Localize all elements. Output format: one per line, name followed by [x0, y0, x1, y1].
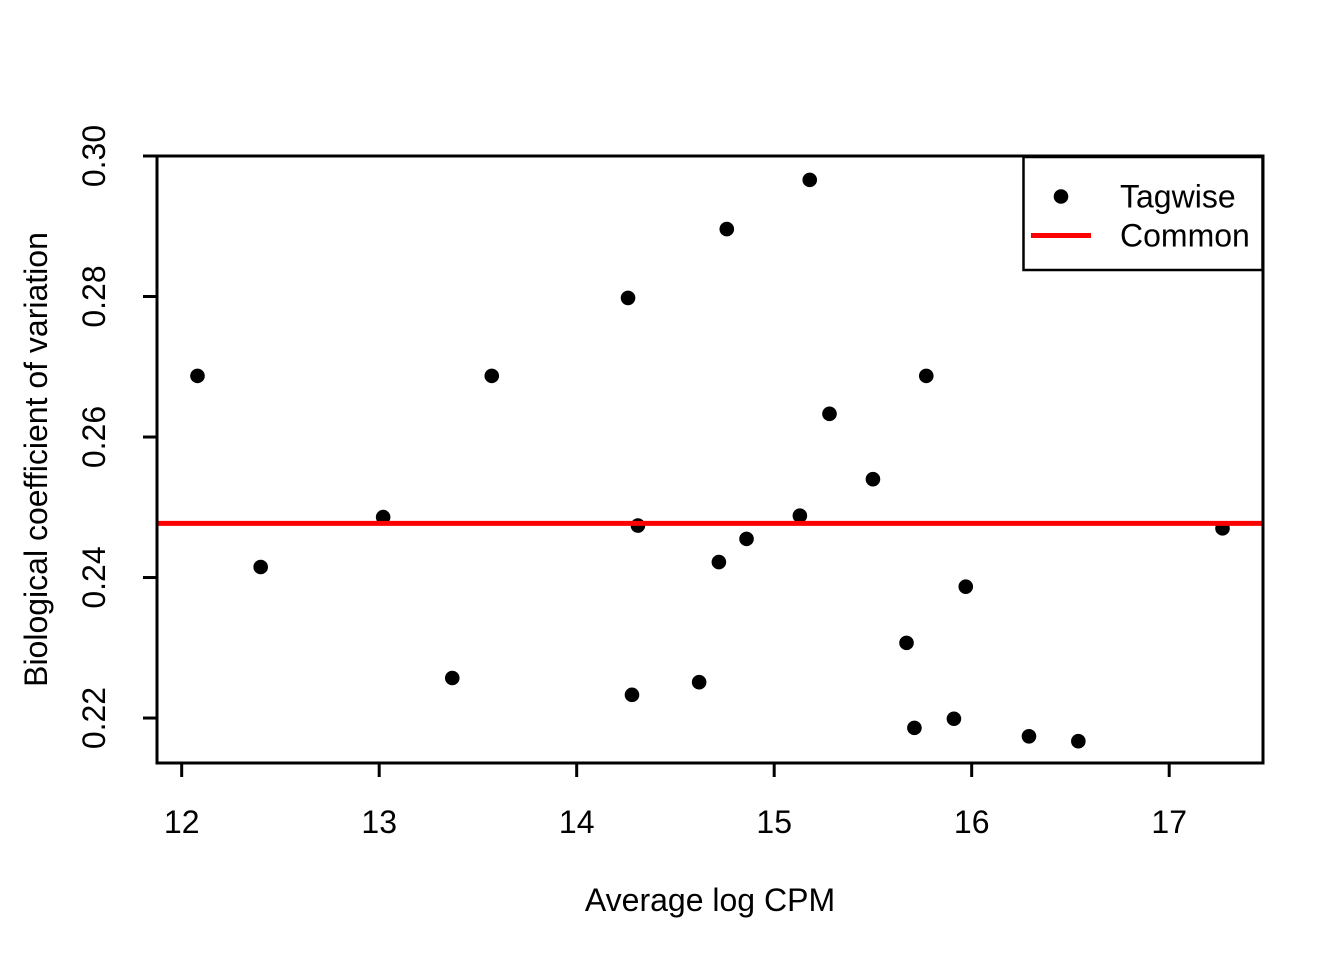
y-axis-title: Biological coefficient of variation: [18, 232, 54, 687]
scatter-point: [190, 368, 205, 384]
plot-box: [155, 154, 1265, 765]
scatter-point: [792, 508, 808, 524]
legend-marker-point: [1053, 189, 1069, 204]
scatter-point: [620, 290, 636, 306]
scatter-point: [958, 579, 974, 594]
y-axis-tick-label: 0.30: [76, 125, 112, 187]
scatter-point: [946, 711, 962, 727]
legend-box: [1022, 155, 1264, 272]
scatter-point: [253, 559, 268, 575]
x-axis-tick-label: 16: [954, 804, 990, 840]
scatter-point: [624, 687, 640, 703]
y-axis-tick-label: 0.22: [76, 687, 112, 749]
scatter-point: [907, 720, 922, 736]
y-axis-tick-label: 0.28: [76, 265, 112, 327]
x-axis-tick-label: 17: [1151, 804, 1187, 840]
x-axis-tick-label: 12: [164, 804, 200, 840]
x-axis-tick-label: 15: [756, 804, 792, 840]
y-axis-tick-label: 0.26: [76, 406, 112, 468]
x-axis-tick-label: 14: [559, 804, 595, 840]
y-axis-tick-label: 0.24: [76, 546, 112, 608]
scatter-point: [899, 635, 914, 651]
x-axis-tick-label: 13: [361, 804, 397, 840]
x-axis-title: Average log CPM: [585, 882, 835, 918]
scatter-point: [802, 172, 818, 188]
scatter-point: [1071, 733, 1086, 749]
scatter-point: [484, 368, 500, 384]
scatter-point: [444, 670, 460, 686]
scatter-point: [719, 221, 735, 237]
scatter-point: [918, 368, 934, 384]
scatter-point: [865, 471, 881, 487]
scatter-point: [822, 406, 837, 422]
scatter-point: [1021, 729, 1037, 744]
legend-label-tagwise: Tagwise: [1120, 179, 1236, 215]
legend-label-common: Common: [1120, 218, 1250, 254]
scatter-point: [739, 531, 754, 547]
scatter-point: [711, 554, 727, 570]
scatter-point: [691, 674, 707, 690]
scatter-point: [375, 509, 391, 525]
